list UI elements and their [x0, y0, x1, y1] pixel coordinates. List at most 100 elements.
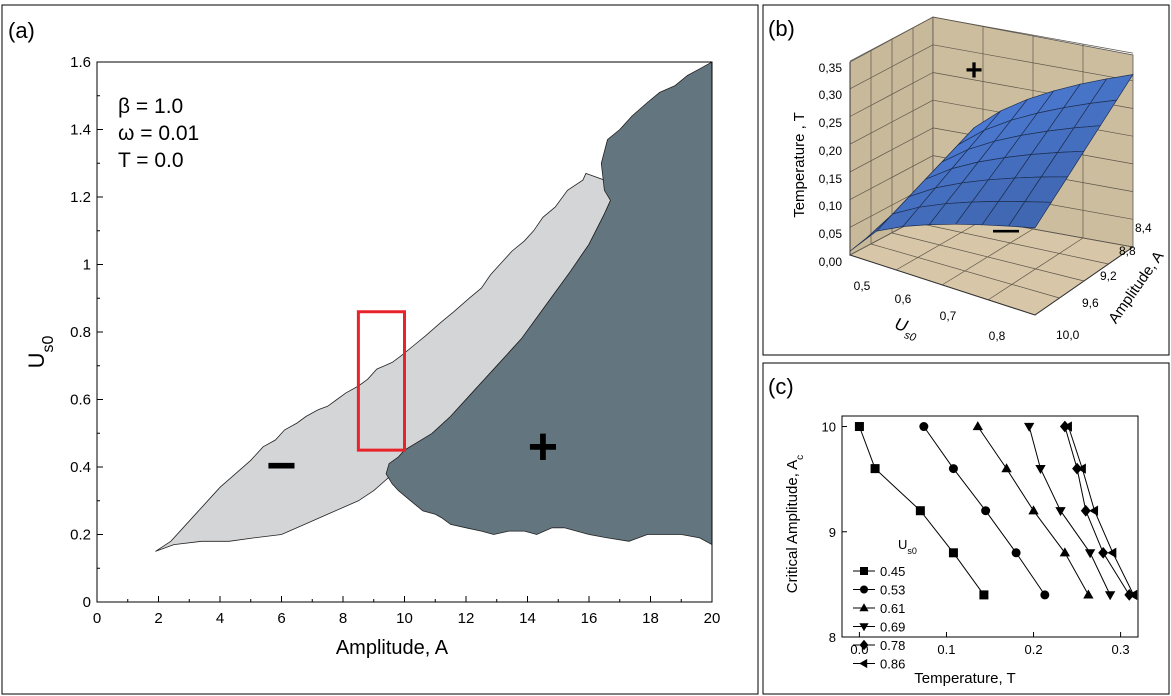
x-tick-label: 0,5 [854, 279, 871, 293]
x-tick-label: 16 [581, 610, 598, 627]
panel-b-plus-sign: + [965, 54, 983, 87]
y-tick-label: 9,6 [1082, 296, 1099, 310]
panel-b-label: (b) [768, 16, 795, 41]
data-point-triangle-left [1107, 547, 1117, 558]
data-point-triangle-down [1084, 549, 1096, 559]
panel-a-label: (a) [8, 18, 35, 43]
data-point-circle [1011, 548, 1021, 558]
data-point-square [915, 506, 925, 516]
series-0.69 [1024, 422, 1116, 601]
y-tick-label: 1.2 [70, 189, 91, 206]
data-point-diamond [1080, 504, 1091, 517]
panel-b: (b) + — 0,35 0,30 0,25 0,20 0,15 0,10 0,… [768, 16, 1167, 345]
data-point-triangle-down [1055, 507, 1066, 517]
legend-item: 0.61 [853, 601, 905, 616]
panel-c-plot-area [841, 415, 1139, 638]
panel-c-frame [762, 362, 1170, 695]
wall-gridline [849, 99, 934, 145]
x-tick-label: 6 [277, 610, 285, 627]
y-tick-label: 10 [822, 420, 836, 435]
y-tick-label: 8,4 [1135, 221, 1152, 235]
panel-b-x-axis-label: Us0 [891, 314, 922, 344]
y-tick-label: 1 [83, 257, 91, 274]
wall-gridline [849, 127, 934, 173]
data-point-circle [948, 464, 958, 474]
data-point-triangle-up [972, 421, 983, 431]
y-tick-label: 9 [829, 525, 836, 540]
data-point-triangle-down [859, 623, 869, 632]
series-0.61 [972, 421, 1094, 599]
panel-a-x-axis-label: Amplitude, A [336, 637, 449, 659]
x-tick-label: 0,7 [940, 309, 957, 323]
legend-item: 0.78 [853, 638, 905, 653]
panel-c-legend: Us0 0.45 0.53 0.61 0.69 0.78 0.86 [853, 537, 917, 672]
floor-gridline [912, 221, 1109, 265]
y-tick-label: 8 [829, 630, 836, 645]
z-tick-label: 0,20 [819, 144, 843, 158]
data-point-triangle-up [1083, 589, 1094, 599]
negative-region [155, 172, 611, 552]
panel-b-minus-sign: — [993, 214, 1019, 244]
positive-region [385, 61, 713, 546]
data-point-circle [1040, 590, 1050, 600]
panel-c-y-axis-label: Critical Amplitude, Ac [784, 455, 806, 593]
z-tick-label: 0,10 [819, 199, 843, 213]
wall-gridline [849, 155, 934, 200]
data-point-circle [860, 585, 868, 594]
surface-patch [1007, 201, 1052, 229]
panel-b-x-axis-label-sub: s0 [903, 329, 919, 344]
panel-c-series [854, 420, 1138, 601]
y-tick-label: 0.8 [70, 324, 91, 341]
panel-b-frame [762, 4, 1170, 356]
param-omega-label: ω = 0.01 [118, 122, 199, 145]
y-tick-label: 9,2 [1100, 269, 1117, 283]
x-tick-label: 0,8 [989, 329, 1006, 343]
data-point-circle [981, 506, 991, 516]
data-point-square [948, 548, 958, 558]
series-0.53 [919, 422, 1050, 600]
y-tick-label: 0.4 [70, 459, 91, 476]
panel-c-y-axis-label-sub: c [795, 455, 806, 460]
data-point-triangle-left [1076, 463, 1086, 474]
legend-title-sub: s0 [907, 546, 917, 556]
data-point-diamond [859, 639, 869, 651]
y-tick-label: 0 [83, 594, 91, 611]
data-point-triangle-down [1104, 591, 1116, 601]
y-tick-label: 0.6 [70, 392, 91, 409]
data-point-triangle-up [859, 603, 869, 612]
data-point-square [854, 422, 864, 432]
x-tick-label: 14 [519, 610, 536, 627]
data-point-square [870, 464, 880, 474]
x-tick-label: 12 [458, 610, 475, 627]
wall-gridline [849, 44, 934, 90]
data-point-triangle-up [1028, 505, 1039, 515]
data-point-square [979, 590, 989, 600]
data-point-diamond [1098, 546, 1109, 559]
legend-title-main: U [898, 537, 907, 552]
x-tick-label: 4 [216, 610, 224, 627]
x-tick-label: 18 [642, 610, 659, 627]
plus-region-sign: + [528, 418, 558, 476]
y-tick-label: 10,0 [1056, 328, 1080, 342]
legend-item: 0.69 [853, 620, 905, 635]
data-point-triangle-left [1128, 589, 1138, 601]
data-point-square [860, 567, 868, 575]
legend-label: 0.53 [880, 583, 905, 598]
data-point-triangle-down [1035, 465, 1046, 475]
temperature-surface [849, 74, 1134, 252]
x-tick-label: 0.2 [1024, 642, 1042, 657]
legend-item: 0.53 [853, 583, 905, 598]
data-point-triangle-up [1001, 463, 1012, 473]
data-point-triangle-left [859, 658, 868, 669]
y-tick-label: 8,8 [1119, 244, 1136, 258]
x-tick-label: 20 [704, 610, 721, 627]
panel-a-y-axis-label-sub: s0 [40, 336, 57, 353]
data-point-triangle-up [1059, 547, 1071, 557]
data-point-triangle-down [1024, 422, 1035, 432]
series-line [1067, 426, 1135, 596]
x-tick-label: 2 [154, 610, 162, 627]
panel-a-regions [155, 61, 713, 552]
floor-gridline [891, 232, 1085, 282]
